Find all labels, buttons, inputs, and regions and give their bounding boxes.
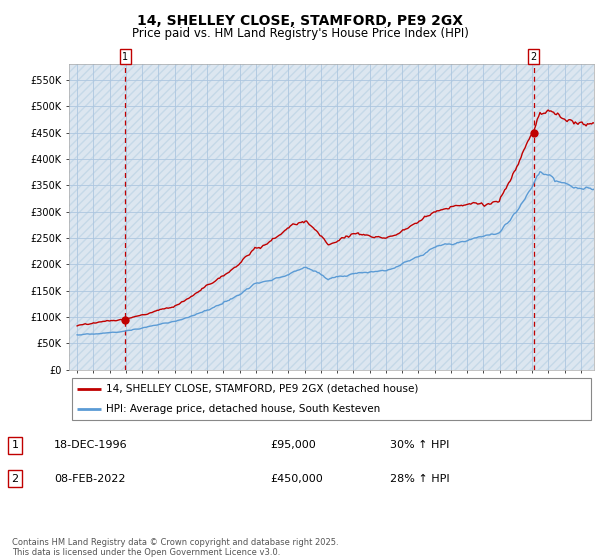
Text: 14, SHELLEY CLOSE, STAMFORD, PE9 2GX (detached house): 14, SHELLEY CLOSE, STAMFORD, PE9 2GX (de… — [106, 384, 418, 394]
14, SHELLEY CLOSE, STAMFORD, PE9 2GX (detached house) — [443, 205, 450, 212]
Text: £95,000: £95,000 — [270, 440, 316, 450]
Text: Contains HM Land Registry data © Crown copyright and database right 2025.
This d: Contains HM Land Registry data © Crown c… — [12, 538, 338, 557]
Text: 2: 2 — [11, 474, 19, 484]
HPI: Average price, detached house, South Kesteven: (1.99e+03, 6.61e+04): Average price, detached house, South Kes… — [74, 332, 81, 338]
HPI: Average price, detached house, South Kesteven: (2.02e+03, 2.35e+05): Average price, detached house, South Kes… — [434, 242, 442, 249]
Text: 1: 1 — [122, 52, 128, 62]
HPI: Average price, detached house, South Kesteven: (2e+03, 9.45e+04): Average price, detached house, South Kes… — [176, 316, 184, 323]
Text: £450,000: £450,000 — [270, 474, 323, 484]
HPI: Average price, detached house, South Kesteven: (2.03e+03, 3.44e+05): Average price, detached house, South Kes… — [592, 185, 599, 192]
Bar — [69, 64, 594, 370]
Text: 08-FEB-2022: 08-FEB-2022 — [54, 474, 125, 484]
HPI: Average price, detached house, South Kesteven: (2.02e+03, 2.38e+05): Average price, detached house, South Kes… — [444, 241, 451, 248]
HPI: Average price, detached house, South Kesteven: (2e+03, 1.43e+05): Average price, detached house, South Kes… — [236, 291, 244, 298]
HPI: Average price, detached house, South Kesteven: (2.01e+03, 1.84e+05): Average price, detached house, South Kes… — [356, 269, 363, 276]
Text: 2: 2 — [531, 52, 537, 62]
Text: 14, SHELLEY CLOSE, STAMFORD, PE9 2GX: 14, SHELLEY CLOSE, STAMFORD, PE9 2GX — [137, 14, 463, 28]
Text: Price paid vs. HM Land Registry's House Price Index (HPI): Price paid vs. HM Land Registry's House … — [131, 27, 469, 40]
14, SHELLEY CLOSE, STAMFORD, PE9 2GX (detached house) — [545, 106, 552, 113]
HPI: Average price, detached house, South Kesteven: (2.02e+03, 3.76e+05): Average price, detached house, South Kes… — [536, 169, 544, 175]
14, SHELLEY CLOSE, STAMFORD, PE9 2GX (detached house) — [407, 222, 415, 229]
14, SHELLEY CLOSE, STAMFORD, PE9 2GX (detached house) — [592, 122, 599, 128]
14, SHELLEY CLOSE, STAMFORD, PE9 2GX (detached house) — [235, 262, 242, 268]
14, SHELLEY CLOSE, STAMFORD, PE9 2GX (detached house) — [355, 230, 362, 236]
Line: HPI: Average price, detached house, South Kesteven: HPI: Average price, detached house, Sout… — [77, 172, 596, 335]
Text: HPI: Average price, detached house, South Kesteven: HPI: Average price, detached house, Sout… — [106, 404, 380, 414]
14, SHELLEY CLOSE, STAMFORD, PE9 2GX (detached house) — [175, 301, 182, 307]
Text: 28% ↑ HPI: 28% ↑ HPI — [390, 474, 449, 484]
Text: 30% ↑ HPI: 30% ↑ HPI — [390, 440, 449, 450]
14, SHELLEY CLOSE, STAMFORD, PE9 2GX (detached house) — [433, 207, 440, 214]
Text: 18-DEC-1996: 18-DEC-1996 — [54, 440, 128, 450]
Text: 1: 1 — [11, 440, 19, 450]
HPI: Average price, detached house, South Kesteven: (1.99e+03, 6.57e+04): Average price, detached house, South Kes… — [75, 332, 82, 338]
Line: 14, SHELLEY CLOSE, STAMFORD, PE9 2GX (detached house): 14, SHELLEY CLOSE, STAMFORD, PE9 2GX (de… — [77, 110, 596, 326]
HPI: Average price, detached house, South Kesteven: (2.01e+03, 2.1e+05): Average price, detached house, South Kes… — [409, 256, 416, 263]
14, SHELLEY CLOSE, STAMFORD, PE9 2GX (detached house) — [74, 323, 81, 329]
